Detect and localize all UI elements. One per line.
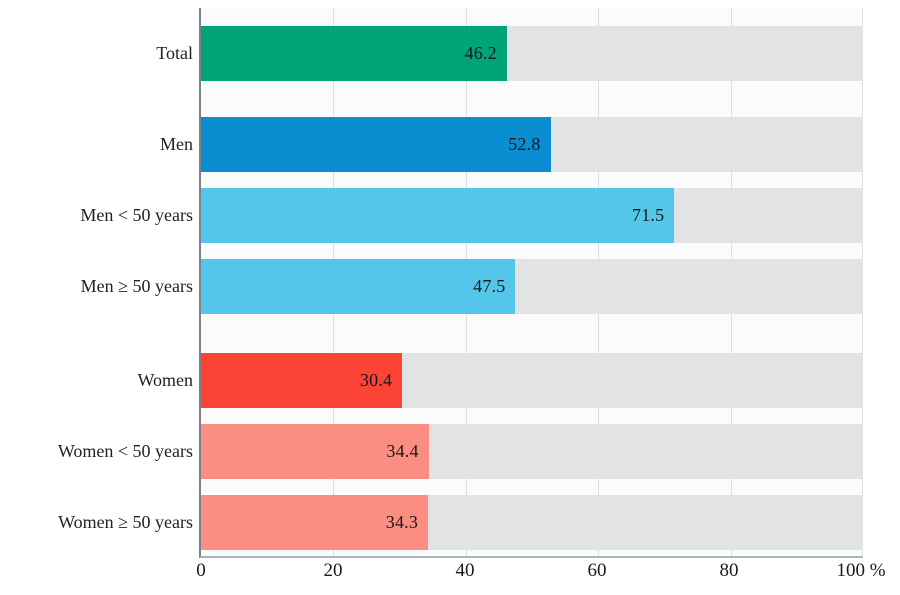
category-label: Women < 50 years — [57, 441, 193, 461]
x-tick-label: 20 — [323, 560, 343, 581]
bar-row-men-under-50: Men < 50 years 71.5 — [80, 188, 863, 243]
x-tick-label: 100 % — [836, 560, 886, 581]
bar-value-label: 47.5 — [473, 276, 506, 296]
bar-women: 30.4 — [201, 353, 403, 408]
category-label: Men < 50 years — [80, 205, 193, 225]
bar-value-label: 30.4 — [359, 370, 393, 390]
bar-row-women: Women 30.4 — [137, 353, 863, 408]
bar-value-label: 71.5 — [632, 205, 665, 225]
bar-men-under-50: 71.5 — [201, 188, 675, 243]
x-axis: 0 20 40 60 80 100 % — [196, 560, 885, 590]
bar-men-50-plus: 47.5 — [201, 259, 516, 314]
bar-value-label: 34.4 — [386, 441, 419, 461]
bar-men: 52.8 — [201, 117, 551, 172]
bar-row-women-50-plus: Women ≥ 50 years 34.3 — [58, 495, 863, 550]
bar-row-men: Men 52.8 — [160, 117, 863, 172]
bar-value-label: 34.3 — [385, 512, 419, 532]
bar-row-women-under-50: Women < 50 years 34.4 — [58, 424, 863, 479]
bar-value-label: 46.2 — [464, 43, 497, 63]
bar-women-50-plus: 34.3 — [201, 495, 429, 550]
x-tick-label: 80 — [719, 560, 739, 581]
category-label: Total — [156, 43, 193, 63]
category-label: Men — [160, 134, 193, 154]
x-tick-label: 0 — [196, 560, 206, 581]
bar-row-total: Total 46.2 — [156, 26, 863, 81]
x-tick-label: 40 — [455, 560, 475, 581]
category-label: Men ≥ 50 years — [80, 276, 193, 296]
plot-area: Total 46.2 Men 52.8 Men < 50 years 71.5 — [58, 8, 863, 558]
x-tick-label: 60 — [587, 560, 607, 581]
category-label: Women — [137, 370, 193, 390]
category-label: Women ≥ 50 years — [58, 512, 193, 532]
bar-value-label: 52.8 — [508, 134, 541, 154]
bar-rows: Total 46.2 Men 52.8 Men < 50 years 71.5 — [58, 8, 863, 550]
bar-total: 46.2 — [201, 26, 507, 81]
bar-row-men-50-plus: Men ≥ 50 years 47.5 — [81, 259, 863, 314]
bar-women-under-50: 34.4 — [201, 424, 429, 479]
